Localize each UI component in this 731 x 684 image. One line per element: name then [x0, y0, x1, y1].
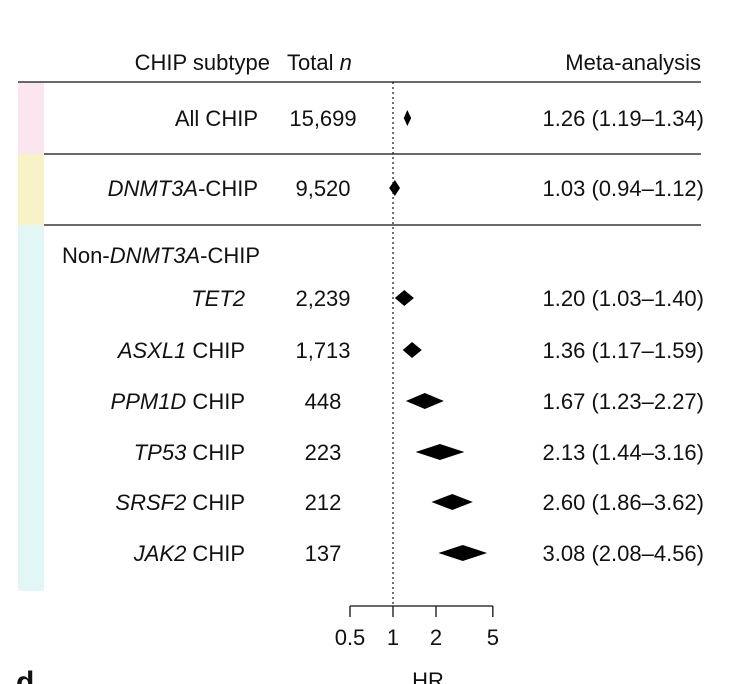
row-label: SRSF2 CHIP	[115, 490, 245, 515]
table-row: PPM1D CHIP 448 1.67 (1.23–2.27)	[111, 389, 704, 414]
row-ci-text: 2.60 (1.86–3.62)	[543, 490, 704, 515]
row-suffix: -CHIP	[198, 176, 258, 201]
row-gene: TET2	[191, 286, 245, 311]
row-suffix: CHIP	[186, 389, 245, 414]
row-ci-text: 1.20 (1.03–1.40)	[543, 286, 704, 311]
table-row: JAK2 CHIP 137 3.08 (2.08–4.56)	[133, 541, 704, 566]
row-suffix: CHIP	[186, 338, 245, 363]
x-axis: 0.5 1 2 5	[335, 82, 499, 650]
row-label: All CHIP	[175, 106, 258, 131]
row-gene: PPM1D	[111, 389, 187, 414]
hr-diamond-marker	[403, 110, 412, 126]
group-label-non-dnmt3a: Non-DNMT3A-CHIP	[62, 243, 260, 268]
x-axis-label: HR	[412, 668, 444, 684]
table-row: TP53 CHIP 223 2.13 (1.44–3.16)	[134, 440, 704, 465]
row-ci-text: 1.03 (0.94–1.12)	[543, 176, 704, 201]
x-tick-label: 0.5	[335, 625, 366, 650]
row-ci-text: 3.08 (2.08–4.56)	[543, 541, 704, 566]
table-row: All CHIP 15,699 1.26 (1.19–1.34)	[175, 106, 704, 131]
row-gene: DNMT3A	[108, 176, 198, 201]
row-label: JAK2 CHIP	[133, 541, 245, 566]
row-gene: TP53	[134, 440, 187, 465]
row-label: DNMT3A-CHIP	[108, 176, 258, 201]
header-subtype: CHIP subtype	[135, 50, 270, 75]
table-row: ASXL1 CHIP 1,713 1.36 (1.17–1.59)	[116, 338, 704, 363]
row-gene: ASXL1	[116, 338, 187, 363]
header-total-n: Total n	[287, 50, 352, 75]
table-row: DNMT3A-CHIP 9,520 1.03 (0.94–1.12)	[108, 176, 704, 201]
data-rows: All CHIP 15,699 1.26 (1.19–1.34) DNMT3A-CHI…	[108, 106, 704, 566]
row-total-n: 1,713	[295, 338, 350, 363]
table-row: SRSF2 CHIP 212 2.60 (1.86–3.62)	[115, 490, 704, 515]
row-ci-text: 1.36 (1.17–1.59)	[543, 338, 704, 363]
row-total-n: 212	[305, 490, 342, 515]
row-ci-text: 2.13 (1.44–3.16)	[543, 440, 704, 465]
row-total-n: 9,520	[295, 176, 350, 201]
band-all-chip	[18, 82, 44, 154]
hr-diamond-marker	[438, 545, 488, 561]
row-gene: JAK2	[133, 541, 187, 566]
row-suffix: CHIP	[186, 490, 245, 515]
row-ci-text: 1.67 (1.23–2.27)	[543, 389, 704, 414]
header-meta-analysis: Meta-analysis	[565, 50, 701, 75]
hr-diamond-marker	[402, 342, 422, 358]
hr-diamond-marker	[431, 494, 473, 510]
row-total-n: 223	[305, 440, 342, 465]
hr-diamond-marker	[415, 444, 465, 460]
band-dnmt3a-chip	[18, 154, 44, 225]
row-ci-text: 1.26 (1.19–1.34)	[543, 106, 704, 131]
row-suffix: CHIP	[186, 440, 245, 465]
band-non-dnmt3a-chip	[18, 225, 44, 591]
row-total-n: 15,699	[289, 106, 356, 131]
row-label: TET2	[191, 286, 245, 311]
x-tick-label: 5	[487, 625, 499, 650]
table-row: TET2 2,239 1.20 (1.03–1.40)	[191, 286, 704, 311]
row-gene: SRSF2	[115, 490, 186, 515]
row-suffix: CHIP	[186, 541, 245, 566]
panel-letter: d	[16, 666, 34, 684]
row-suffix: All CHIP	[175, 106, 258, 131]
row-total-n: 2,239	[295, 286, 350, 311]
x-tick-label: 1	[387, 625, 399, 650]
row-label: PPM1D CHIP	[111, 389, 245, 414]
hr-diamond-marker	[405, 393, 444, 409]
row-total-n: 137	[305, 541, 342, 566]
row-label: TP53 CHIP	[134, 440, 245, 465]
hr-diamond-marker	[394, 290, 414, 306]
hr-diamond-marker	[389, 180, 401, 196]
x-tick-label: 2	[430, 625, 442, 650]
row-total-n: 448	[305, 389, 342, 414]
row-label: ASXL1 CHIP	[116, 338, 245, 363]
